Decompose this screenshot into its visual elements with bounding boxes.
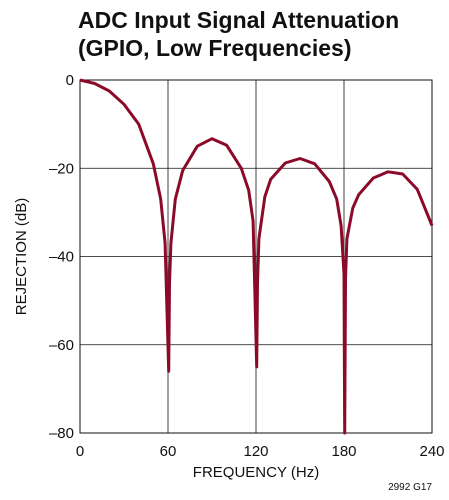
plot-frame xyxy=(79,79,433,434)
x-tick-label: 60 xyxy=(160,443,177,460)
x-tick-labels: 0 60 120 180 240 xyxy=(76,443,445,460)
x-tick-label: 0 xyxy=(76,443,84,460)
chart-title-line-1: ADC Input Signal Attenuation xyxy=(78,7,400,33)
x-tick-label: 180 xyxy=(331,443,356,460)
x-tick-label: 240 xyxy=(419,443,444,460)
series-line xyxy=(79,78,434,435)
y-axis-label: REJECTION (dB) xyxy=(13,198,30,316)
y-tick-label: 0 xyxy=(66,72,74,89)
figure-id: 2992 G17 xyxy=(388,482,432,493)
y-tick-label: –20 xyxy=(49,160,74,177)
x-tick-label: 120 xyxy=(243,443,268,460)
grid xyxy=(80,80,432,433)
y-tick-label: –40 xyxy=(49,249,74,266)
chart-title-line-2: (GPIO, Low Frequencies) xyxy=(78,35,352,61)
y-tick-label: –60 xyxy=(49,337,74,354)
x-axis-label: FREQUENCY (Hz) xyxy=(193,464,319,481)
y-tick-labels: 0 –20 –40 –60 –80 xyxy=(49,72,74,442)
chart-title: ADC Input Signal Attenuation (GPIO, Low … xyxy=(78,6,399,62)
y-tick-label: –80 xyxy=(49,425,74,442)
